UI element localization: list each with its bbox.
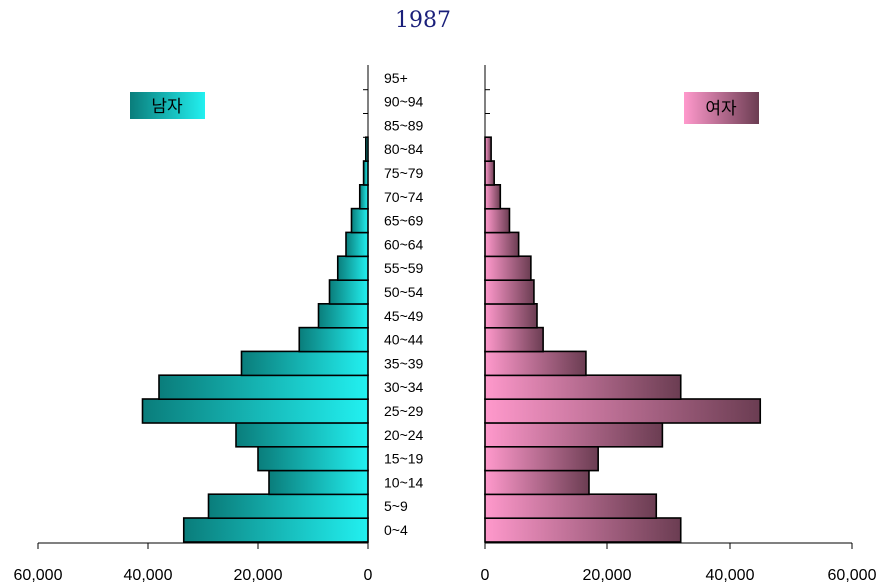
female-bars [484, 136, 762, 543]
age-group-label: 30~34 [384, 379, 424, 395]
male-bar [207, 493, 369, 520]
female-bar [484, 493, 658, 520]
female-bar [484, 207, 511, 234]
female-bar [484, 398, 762, 424]
male-bar [235, 421, 369, 448]
male-bar [358, 184, 369, 210]
female-value-tick-label: 40,000 [706, 567, 755, 584]
female-bar [484, 231, 520, 258]
age-group-label: 25~29 [384, 403, 424, 419]
age-group-label: 15~19 [384, 451, 424, 467]
age-group-label: 85~89 [384, 117, 424, 133]
age-group-label: 0~4 [384, 522, 408, 538]
age-group-label: 10~14 [384, 474, 424, 490]
axis-ticks: 60,000 40,000 20,000 0 0 20,000 40,000 60,000 [14, 89, 877, 584]
male-bar [268, 469, 369, 496]
age-group-label: 55~59 [384, 260, 424, 276]
female-bar [484, 517, 682, 543]
age-group-label: 80~84 [384, 141, 424, 157]
age-group-label: 75~79 [384, 165, 424, 181]
female-bar [484, 350, 587, 377]
female-bar [484, 374, 682, 401]
legend-swatch-female [684, 92, 759, 124]
female-bar [484, 279, 535, 305]
male-bar [336, 255, 369, 282]
legend-label-male: 남자 [151, 97, 183, 117]
female-bar [484, 136, 492, 162]
legend-label-female: 여자 [705, 99, 737, 119]
age-group-label: 95+ [384, 70, 408, 86]
male-bar [182, 517, 369, 543]
male-value-tick-label: 20,000 [234, 567, 283, 584]
female-value-tick-label: 60,000 [828, 567, 877, 584]
age-group-label: 20~24 [384, 427, 424, 443]
male-bar [257, 445, 369, 472]
female-value-tick-label: 20,000 [583, 567, 632, 584]
female-bar [484, 469, 590, 496]
male-bar [350, 207, 369, 234]
female-bar [484, 160, 495, 186]
male-value-tick-label: 0 [364, 567, 373, 584]
age-group-label: 45~49 [384, 308, 424, 324]
age-group-label: 65~69 [384, 213, 424, 229]
age-group-label: 35~39 [384, 355, 424, 371]
female-bar [484, 302, 538, 329]
age-group-label: 90~94 [384, 94, 424, 110]
male-value-tick-label: 40,000 [124, 567, 173, 584]
male-bar [362, 160, 369, 186]
male-value-tick-label: 60,000 [14, 567, 63, 584]
legend-swatch-male [130, 92, 205, 119]
female-bar [484, 445, 599, 472]
male-bar [158, 374, 369, 401]
male-bar [364, 136, 369, 162]
male-bar [328, 279, 369, 305]
female-bar [484, 184, 502, 210]
age-group-label: 70~74 [384, 189, 424, 205]
male-bar [298, 326, 369, 353]
age-group-label: 5~9 [384, 498, 408, 514]
female-bar [484, 255, 532, 282]
age-group-label: 50~54 [384, 284, 424, 300]
male-bar [240, 350, 369, 377]
female-value-tick-label: 0 [481, 567, 490, 584]
age-group-label: 40~44 [384, 332, 424, 348]
age-group-label: 60~64 [384, 236, 424, 252]
male-bars [141, 136, 369, 543]
chart-title: 1987 [395, 8, 451, 33]
male-bar [317, 302, 369, 329]
age-labels: 0~4 5~9 10~14 15~19 20~24 25~29 30~34 35~39 40~4… [384, 70, 424, 538]
female-bar [484, 421, 664, 448]
male-bar [345, 231, 369, 258]
male-bar [141, 398, 369, 424]
female-bar [484, 326, 544, 353]
